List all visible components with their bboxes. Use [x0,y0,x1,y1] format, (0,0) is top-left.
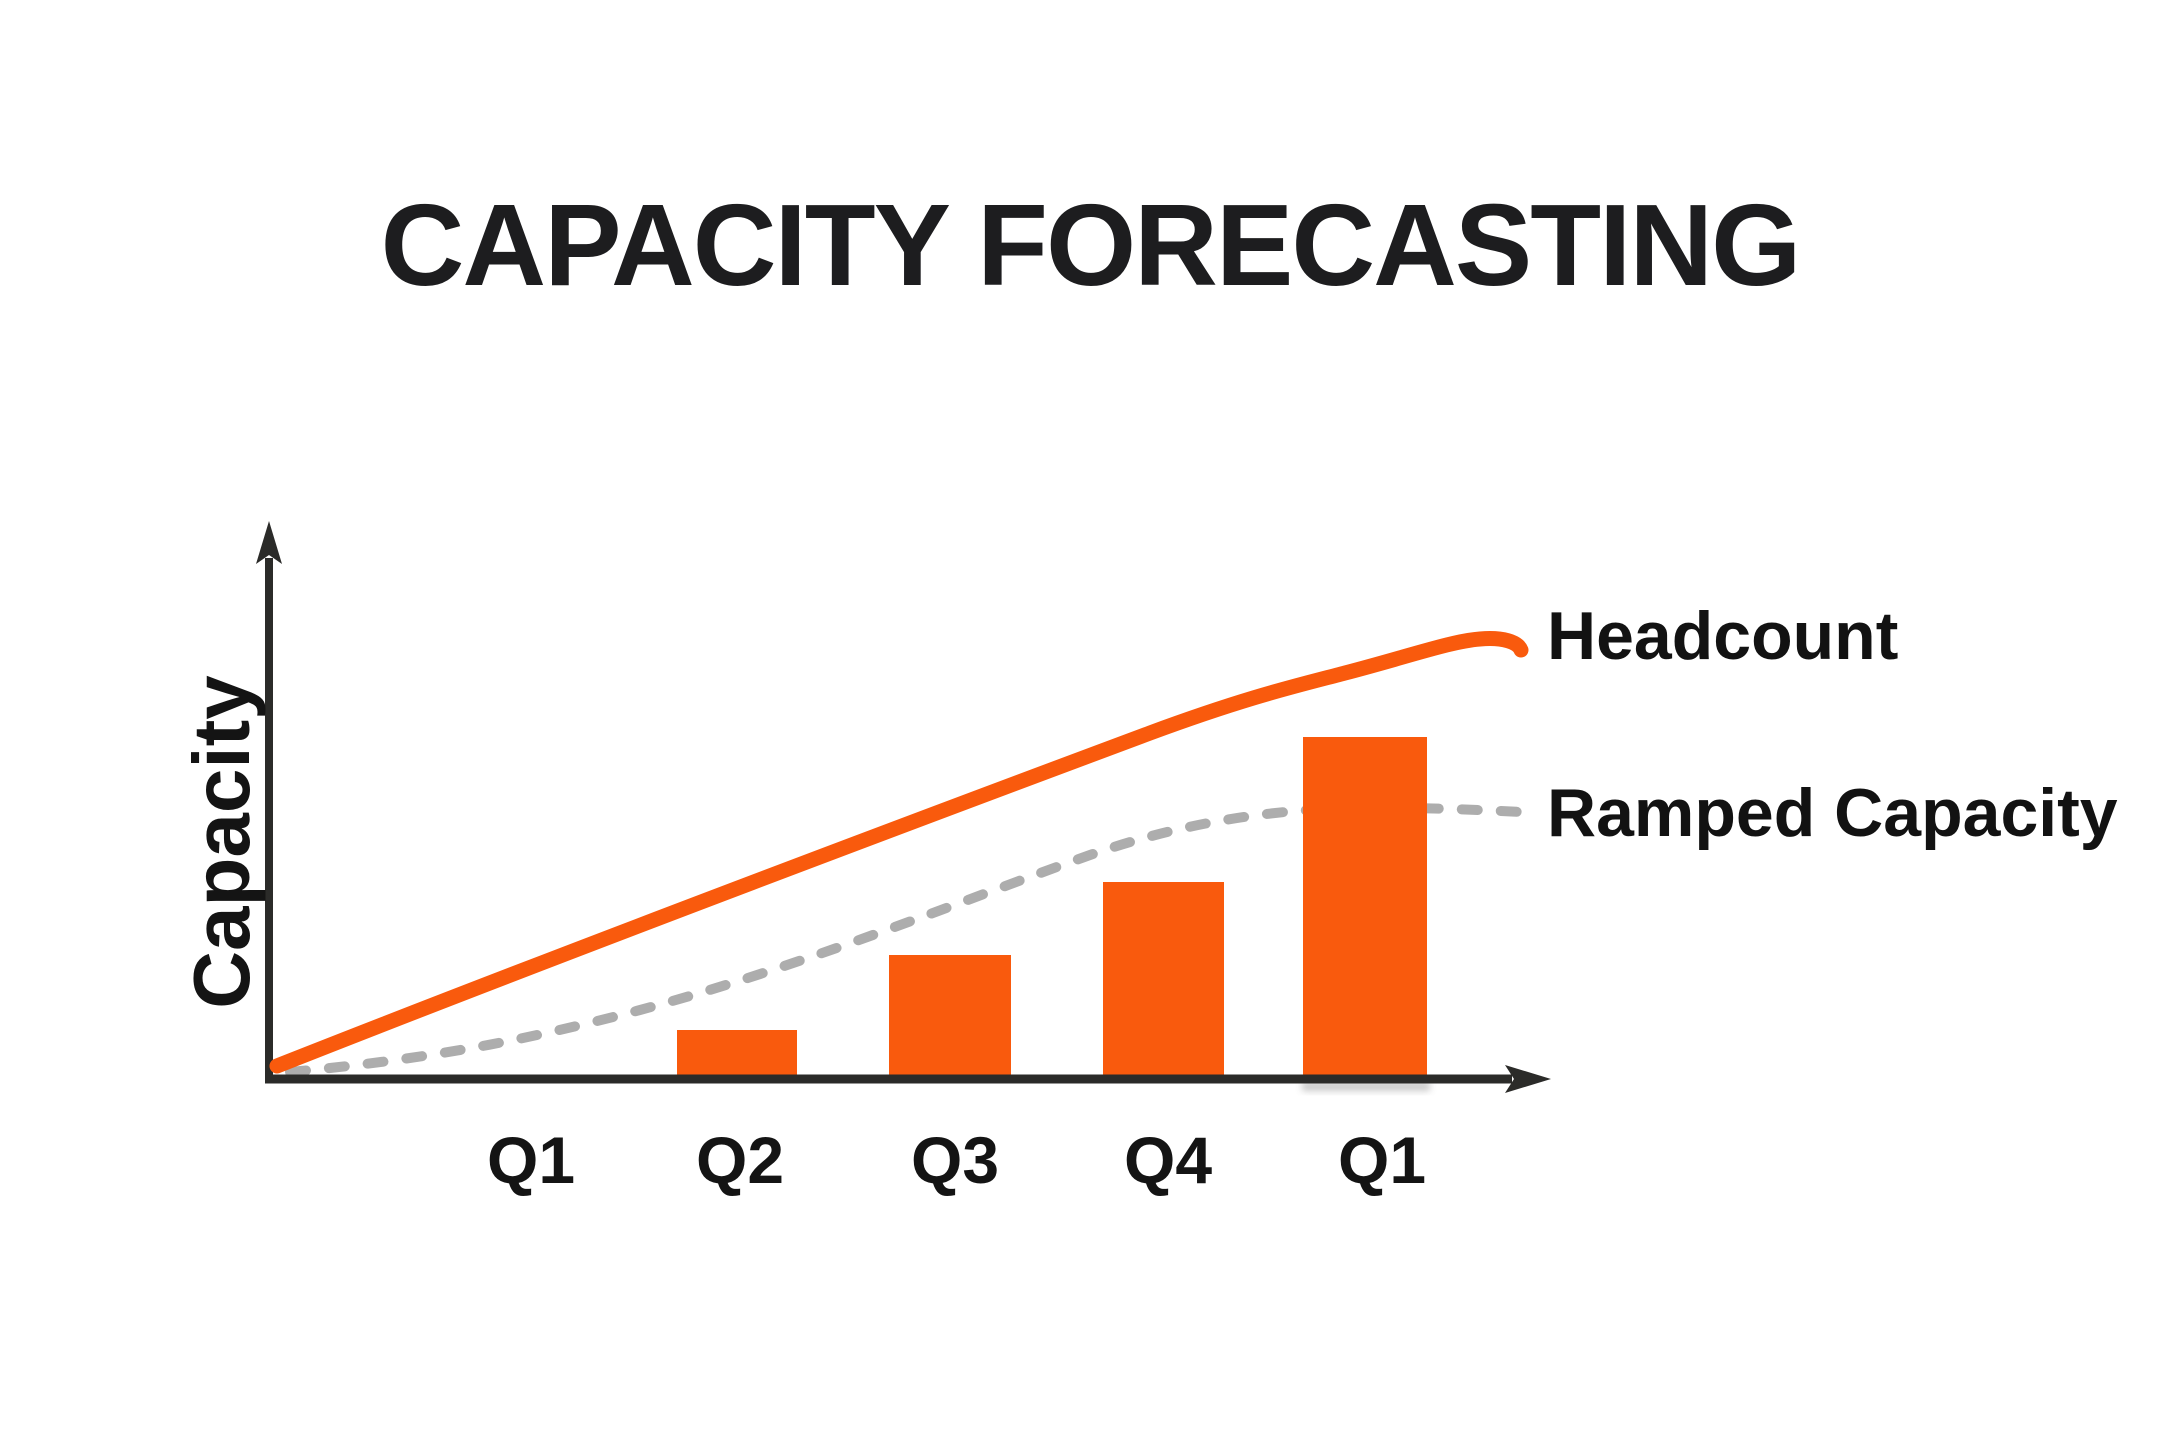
bar-q1-next-shadow [1302,1082,1430,1091]
headcount-line [269,631,1529,1074]
bar-q1-next [1303,737,1427,1076]
bar-q4 [1103,882,1224,1076]
legend-label-headcount: Headcount [1547,598,1899,674]
chart-title: CAPACITY FORECASTING [380,180,1802,310]
bar-q2 [677,1030,797,1076]
x-tick-q2: Q2 [695,1123,785,1197]
x-tick-q1-next: Q1 [1337,1123,1427,1197]
bar-q3 [889,955,1011,1076]
x-axis-arrowhead-icon [1505,1065,1551,1093]
x-tick-q4: Q4 [1123,1123,1213,1197]
y-axis-label: Capacity [177,675,266,1009]
legend-label-ramped-capacity: Ramped Capacity [1547,775,2118,851]
x-tick-q3: Q3 [910,1123,1000,1197]
x-tick-q1: Q1 [486,1123,576,1197]
ramped-capacity-line [285,802,1527,1077]
y-axis-arrowhead-icon [256,521,282,564]
